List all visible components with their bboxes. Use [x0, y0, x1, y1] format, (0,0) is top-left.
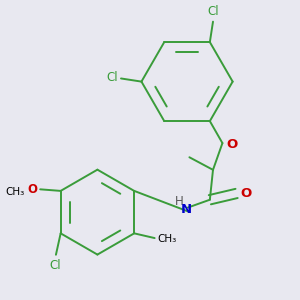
Text: O: O: [226, 138, 238, 151]
Text: O: O: [27, 182, 37, 196]
Text: Cl: Cl: [106, 71, 118, 84]
Text: N: N: [181, 203, 192, 216]
Text: H: H: [175, 195, 183, 208]
Text: CH₃: CH₃: [158, 234, 177, 244]
Text: O: O: [240, 187, 252, 200]
Text: Cl: Cl: [49, 259, 61, 272]
Text: CH₃: CH₃: [5, 188, 25, 197]
Text: Cl: Cl: [208, 4, 219, 18]
